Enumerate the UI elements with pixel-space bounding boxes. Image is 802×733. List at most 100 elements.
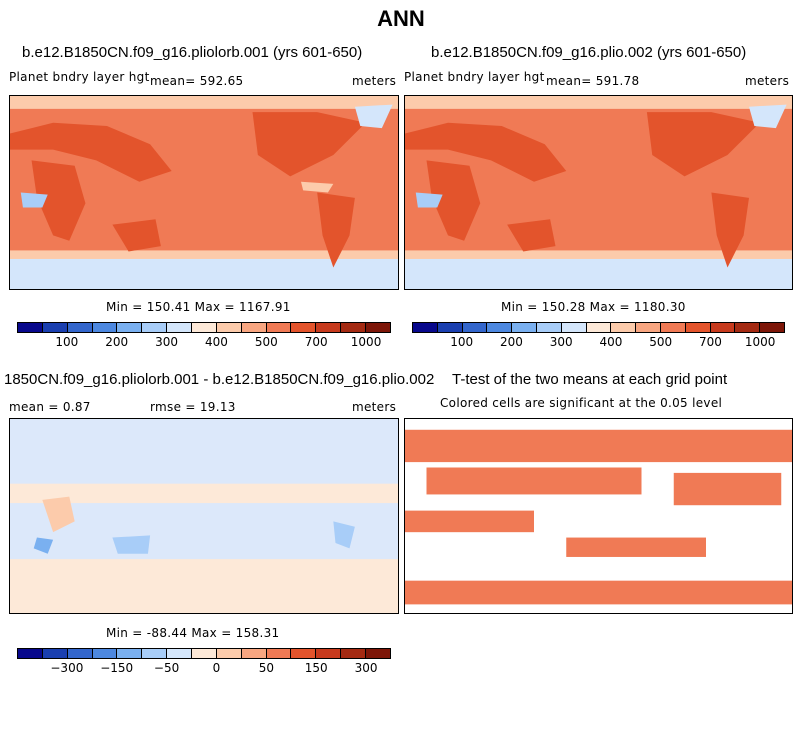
colorbar-swatch: [216, 323, 242, 332]
panel2-colorbar: [412, 322, 785, 333]
panel1-colorbar: [17, 322, 391, 333]
arctic-band: [10, 96, 398, 109]
panel1-units-label: meters: [352, 74, 397, 88]
colorbar-tick-label: 300: [155, 335, 179, 349]
colorbar-swatch: [167, 323, 193, 332]
panel3-rmse-label: rmse = 19.13: [150, 400, 236, 414]
panel1-minmax: Min = 150.41 Max = 1167.91: [106, 300, 291, 314]
colorbar-swatch: [760, 323, 784, 332]
colorbar-swatch: [192, 323, 217, 332]
colorbar-tick-label: 500: [649, 335, 673, 349]
eurasia-shape: [405, 122, 567, 182]
colorbar-tick-label: 200: [105, 335, 129, 349]
panel2-minmax: Min = 150.28 Max = 1180.30: [501, 300, 686, 314]
colorbar-tick-label: −150: [100, 661, 134, 675]
colorbar-swatch: [487, 323, 513, 332]
panel4-title: T-test of the two means at each grid poi…: [452, 371, 728, 388]
colorbar-tick-label: 700: [304, 335, 328, 349]
panel3-title: 1850CN.f09_g16.pliolorb.001 - b.e12.B185…: [4, 371, 435, 388]
panel3-map-svg: [10, 419, 398, 613]
colorbar-swatch: [710, 323, 736, 332]
colorbar-tick-label: 300: [354, 661, 378, 675]
panel3-units-label: meters: [352, 400, 397, 414]
colorbar-swatch: [462, 323, 488, 332]
colorbar-swatch: [42, 649, 68, 658]
tropical-low-patch: [415, 192, 443, 208]
colorbar-tick-label: −300: [50, 661, 84, 675]
sig-band-north: [405, 429, 792, 463]
panel4-map: [404, 418, 793, 614]
australia-neg-patch: [112, 535, 151, 554]
colorbar-tick-label: 100: [55, 335, 79, 349]
colorbar-swatch: [117, 649, 143, 658]
colorbar-swatch: [241, 323, 267, 332]
panel2-map-svg: [405, 96, 792, 289]
colorbar-swatch: [18, 323, 43, 332]
north-america-shape: [646, 112, 760, 177]
colorbar-tick-label: 1000: [350, 335, 382, 349]
colorbar-swatch: [413, 323, 438, 332]
sig-band-antarctic: [405, 580, 792, 605]
panel4-subtitle: Colored cells are significant at the 0.0…: [440, 396, 723, 410]
colorbar-tick-label: 0: [212, 661, 221, 675]
colorbar-tick-label: 300: [549, 335, 573, 349]
colorbar-swatch: [142, 323, 168, 332]
colorbar-tick-label: 100: [450, 335, 474, 349]
colorbar-swatch: [67, 649, 93, 658]
panel1-map: [9, 95, 399, 290]
colorbar-swatch: [316, 649, 342, 658]
panel1-mean-label: mean= 592.65: [150, 74, 244, 88]
colorbar-tick-label: 700: [698, 335, 722, 349]
panel2-map: [404, 95, 793, 290]
panel2-units-label: meters: [745, 74, 790, 88]
africa-shape: [426, 160, 481, 241]
colorbar-swatch: [266, 323, 292, 332]
figure-title: ANN: [377, 6, 425, 31]
colorbar-swatch: [291, 323, 317, 332]
colorbar-swatch: [636, 323, 661, 332]
colorbar-swatch: [660, 323, 686, 332]
sig-band-south: [566, 537, 706, 557]
colorbar-swatch: [735, 323, 761, 332]
colorbar-swatch: [366, 323, 390, 332]
colorbar-swatch: [611, 323, 637, 332]
panel1-map-svg: [10, 96, 398, 289]
colorbar-swatch: [167, 649, 193, 658]
colorbar-swatch: [92, 323, 118, 332]
colorbar-swatch: [18, 649, 43, 658]
arctic-band: [405, 96, 792, 109]
colorbar-tick-label: 200: [500, 335, 523, 349]
eurasia-shape: [10, 122, 172, 182]
sig-band-east: [673, 472, 782, 506]
southern-ocean-band: [10, 250, 398, 259]
colorbar-tick-label: 400: [599, 335, 623, 349]
colorbar-swatch: [437, 323, 463, 332]
southern-pos-band: [10, 559, 398, 613]
colorbar-swatch: [561, 323, 587, 332]
panel2-mean-label: mean= 591.78: [546, 74, 640, 88]
north-america-shape: [252, 112, 366, 177]
south-america-neg-patch: [333, 521, 355, 549]
panel3-minmax: Min = -88.44 Max = 158.31: [106, 626, 280, 640]
colorbar-swatch: [216, 649, 242, 658]
colorbar-swatch: [42, 323, 68, 332]
australia-shape: [112, 219, 161, 252]
colorbar-swatch: [92, 649, 118, 658]
sig-band-tropic: [405, 510, 534, 533]
colorbar-tick-label: −50: [153, 661, 180, 675]
panel1-title: b.e12.B1850CN.f09_g16.pliolorb.001 (yrs …: [22, 44, 363, 61]
antarctic-band: [10, 256, 398, 289]
pos-band: [10, 483, 398, 504]
colorbar-swatch: [341, 649, 367, 658]
colorbar-tick-label: 150: [304, 661, 328, 675]
panel3-colorbar: [17, 648, 391, 659]
colorbar-swatch: [291, 649, 317, 658]
colorbar-swatch: [685, 323, 711, 332]
africa-pos-patch: [42, 496, 75, 533]
equatorial-patch: [301, 181, 334, 193]
antarctic-band: [405, 256, 792, 289]
colorbar-tick-label: 400: [205, 335, 228, 349]
colorbar-swatch: [142, 649, 168, 658]
colorbar-swatch: [316, 323, 342, 332]
colorbar-swatch: [266, 649, 292, 658]
